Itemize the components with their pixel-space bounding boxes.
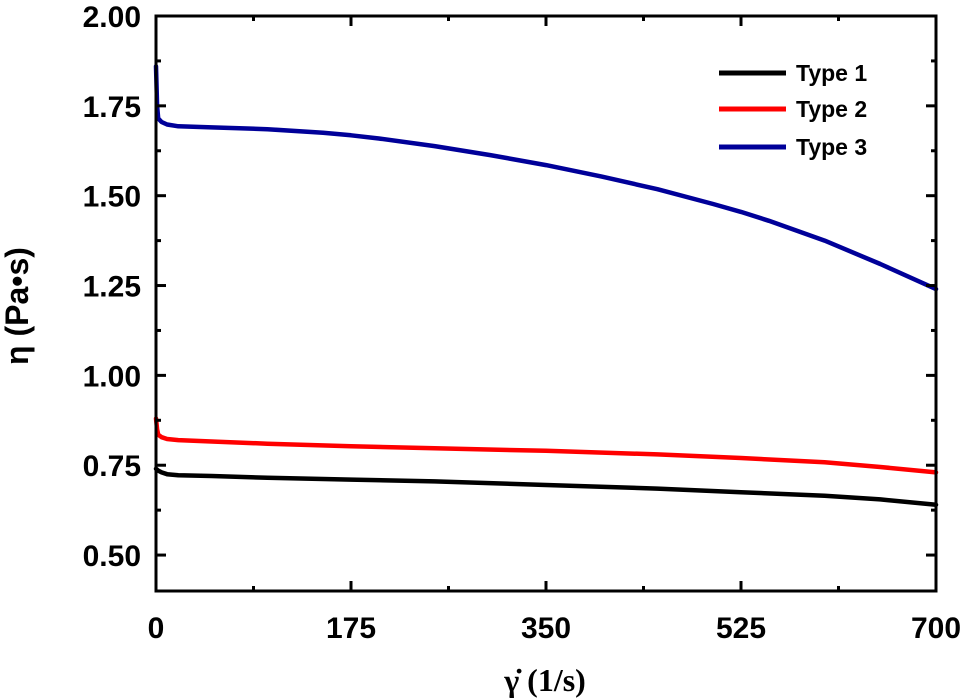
legend-label-type-1: Type 1	[796, 60, 867, 86]
legend: Type 1 Type 2 Type 3	[719, 60, 867, 160]
axes-layer	[154, 14, 938, 593]
x-tick-label: 175	[326, 612, 376, 645]
x-tick-label: 700	[911, 612, 961, 645]
x-axis-title: γ̇ (1/s)	[503, 662, 586, 698]
y-axis-title: η (Pa•s)	[0, 247, 35, 365]
series-line-type-3	[153, 64, 939, 292]
series-line-type-1	[153, 466, 939, 508]
legend-label-type-2: Type 2	[796, 96, 867, 122]
y-tick-label: 1.75	[83, 91, 141, 124]
x-tick-label: 0	[148, 612, 165, 645]
y-tick-label: 0.50	[83, 540, 141, 573]
legend-item-type-3: Type 3	[719, 134, 867, 160]
legend-label-type-3: Type 3	[796, 134, 867, 160]
legend-item-type-1: Type 1	[719, 60, 867, 86]
y-tick-label: 2.00	[83, 1, 141, 34]
series-layer	[153, 64, 939, 508]
y-tick-label: 1.00	[83, 360, 141, 393]
y-tick-label: 0.75	[83, 450, 141, 483]
y-tick-label: 1.50	[83, 181, 141, 214]
y-tick-label: 1.25	[83, 271, 141, 304]
x-tick-label: 350	[521, 612, 571, 645]
legend-item-type-2: Type 2	[719, 96, 867, 122]
tick-labels: 0.50 0.75 1.00 1.25 1.50 1.75 2.00 0 175 350 525 70…	[83, 1, 961, 645]
x-tick-label: 525	[716, 612, 766, 645]
series-line-type-2	[153, 416, 939, 475]
